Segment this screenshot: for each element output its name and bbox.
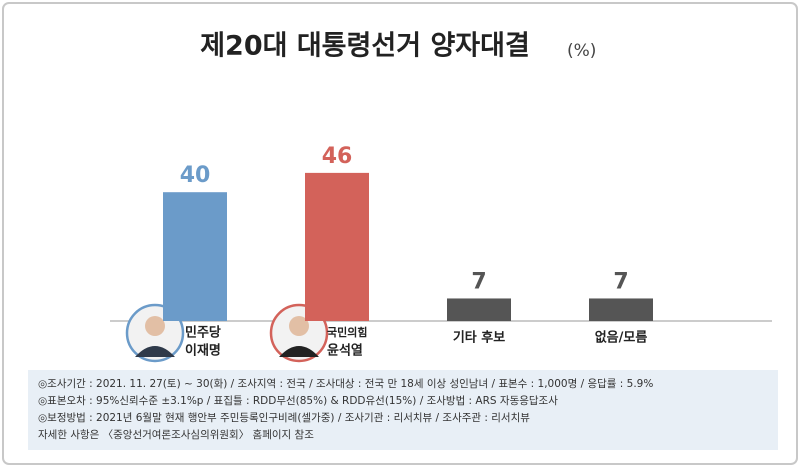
note: 자세한 사항은 〈중앙선거여론조사심의위원회〉 홈페이지 참조	[38, 428, 314, 441]
note: ◎표본오차 : 95%신뢰수준 ±3.1%p / 표집틀 : RDD무선(85%…	[38, 395, 558, 407]
value-label: 7	[471, 269, 486, 294]
party-label: 국민의힘	[327, 325, 367, 339]
value-label: 46	[322, 144, 353, 169]
x-tick-label: 기타 후보	[453, 330, 505, 346]
bar	[163, 192, 227, 321]
value-label: 7	[613, 269, 628, 294]
note: ◎조사기간 : 2021. 11. 27(토) ~ 30(화) / 조사지역 :…	[38, 378, 653, 390]
notes-box	[28, 370, 778, 450]
party-label: 민주당	[185, 325, 221, 341]
bar	[305, 172, 369, 321]
bar	[447, 298, 511, 321]
note: ◎보정방법 : 2021년 6월말 현재 행안부 주민등록인구비례(셀가중) /…	[38, 412, 530, 424]
unit: (%)	[567, 41, 596, 61]
x-tick-label: 이재명	[185, 343, 221, 359]
x-tick-label: 없음/모름	[595, 330, 648, 346]
value-label: 40	[180, 163, 211, 188]
x-tick-label: 윤석열	[327, 343, 363, 359]
chart-title: 제20대 대통령선거 양자대결	[200, 31, 530, 62]
bar	[589, 298, 653, 321]
